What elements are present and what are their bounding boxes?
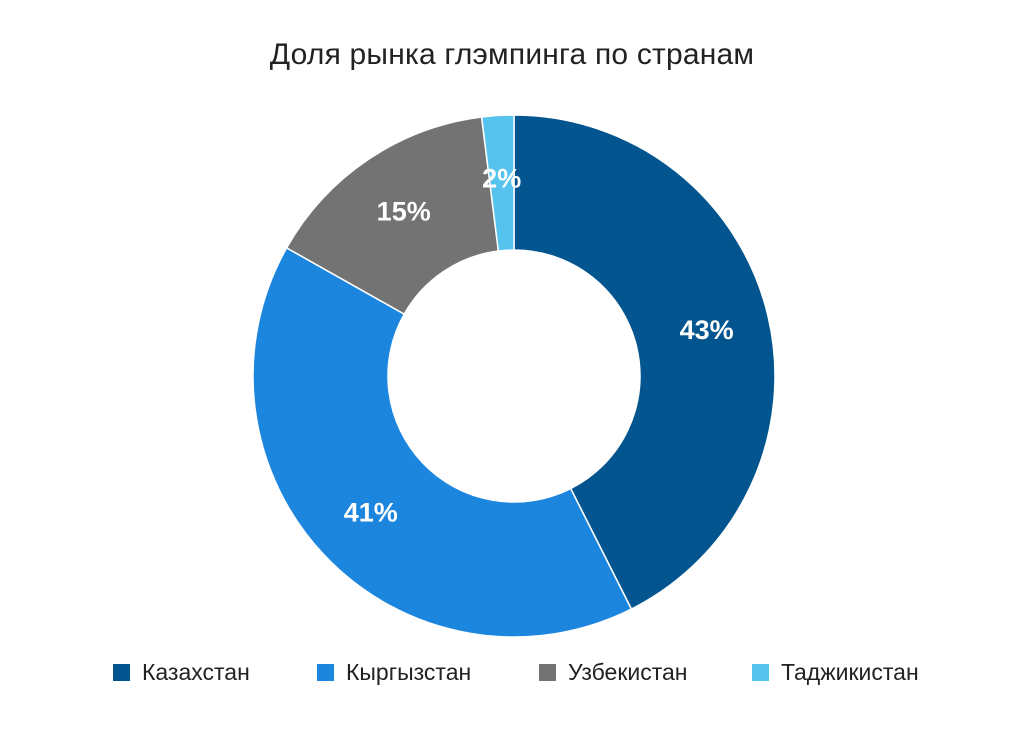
legend-item-kyrgyzstan: Кыргызстан [317,656,471,688]
legend-swatch-kyrgyzstan [317,663,334,681]
legend-swatch-kazakhstan [113,663,130,681]
legend-label-kyrgyzstan: Кыргызстан [346,658,472,685]
slice-label-kyrgyzstan: 41% [344,498,398,528]
slice-labels: 43% 41% 15% 2% [344,163,734,527]
legend-label-kazakhstan: Казахстан [142,658,250,685]
legend-swatch-tajikistan [752,663,769,681]
slice-kyrgyzstan [252,246,633,638]
legend-item-kazakhstan: Казахстан [113,656,250,688]
slice-uzbekistan [285,116,500,316]
slice-tajikistan [480,114,515,252]
slice-label-kazakhstan: 43% [680,315,734,345]
legend-label-uzbekistan: Узбекистан [568,658,688,685]
chart-title: Доля рынка глэмпинга по странам [269,38,755,71]
slice-label-tajikistan: 2% [482,163,521,193]
legend-swatch-uzbekistan [539,663,556,681]
legend-item-uzbekistan: Узбекистан [539,656,688,688]
legend-label-tajikistan: Таджикистан [781,658,919,685]
slice-label-uzbekistan: 15% [377,197,431,227]
donut-slices [252,114,776,638]
slice-kazakhstan [513,114,776,611]
legend: Казахстан Кыргызстан Узбекистан Таджикис… [0,656,1024,688]
legend-item-tajikistan: Таджикистан [752,656,919,688]
